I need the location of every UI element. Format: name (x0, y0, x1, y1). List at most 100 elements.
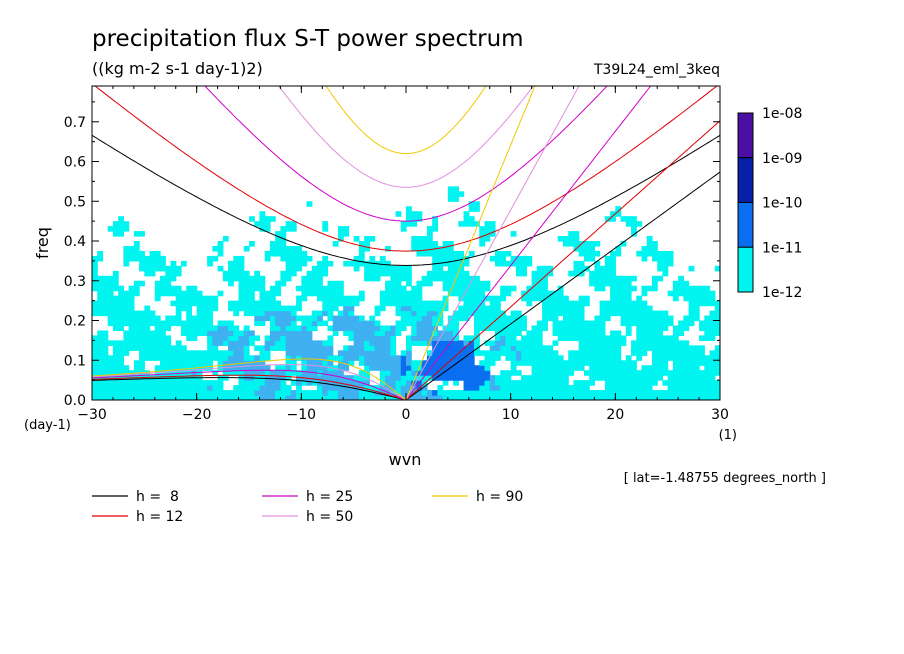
power-cell (285, 395, 292, 400)
power-cell (468, 300, 475, 307)
power-cell (589, 245, 595, 252)
power-cell (672, 295, 679, 302)
power-cell (426, 370, 433, 376)
x-tick-label: 20 (606, 407, 624, 423)
power-cell (494, 390, 501, 396)
power-cell (604, 265, 611, 272)
power-cell (426, 325, 433, 332)
power-cell (615, 370, 622, 376)
power-cell (285, 325, 292, 332)
power-cell (149, 260, 156, 267)
power-cell (479, 375, 486, 381)
power-cell (306, 345, 313, 351)
power-cell (432, 355, 438, 361)
power-cell (547, 345, 554, 351)
power-cell (280, 270, 287, 277)
power-cell (296, 350, 302, 356)
power-cell (557, 365, 564, 371)
power-cell (510, 255, 517, 262)
power-cell (442, 345, 449, 351)
power-cell (317, 355, 323, 361)
power-cell (311, 375, 318, 381)
power-cell (442, 280, 449, 287)
power-cell (301, 365, 308, 371)
power-cell (201, 320, 208, 327)
power-cell (447, 330, 454, 337)
power-cell (144, 350, 151, 356)
x-axis-label: wvn (389, 450, 422, 469)
power-cell (557, 330, 564, 337)
power-cell (442, 241, 449, 247)
power-cell (484, 395, 491, 400)
power-cell (672, 335, 679, 341)
power-cell (280, 395, 287, 400)
power-cell (453, 325, 459, 332)
power-cell (521, 255, 527, 262)
power-cell (453, 340, 459, 346)
power-cell (337, 295, 344, 302)
power-cell (688, 370, 695, 376)
power-cell (390, 270, 397, 277)
power-cell (353, 385, 360, 391)
power-cell (625, 320, 632, 327)
power-cell (379, 290, 386, 297)
power-cell (515, 355, 522, 361)
power-cell (704, 355, 711, 361)
power-cell (411, 305, 418, 312)
power-cell (594, 260, 601, 267)
power-cell (144, 375, 151, 381)
power-cell (625, 290, 632, 297)
power-cell (243, 285, 250, 292)
power-cell (610, 260, 616, 267)
power-cell (353, 295, 360, 302)
power-cell (201, 315, 208, 322)
power-cell (217, 320, 224, 327)
power-cell (322, 305, 329, 312)
power-cell (426, 355, 433, 361)
power-cell (578, 365, 585, 371)
power-cell (343, 295, 350, 302)
power-cell (432, 216, 438, 222)
power-cell (186, 380, 193, 386)
power-cell (269, 285, 276, 292)
power-cell (337, 395, 344, 400)
power-cell (599, 335, 606, 341)
power-cell (160, 370, 166, 376)
power-cell (604, 216, 611, 222)
power-cell (406, 206, 412, 212)
power-cell (165, 265, 172, 272)
power-cell (432, 300, 438, 307)
power-cell (233, 255, 240, 262)
power-cell (447, 345, 454, 351)
power-cell (568, 310, 575, 317)
power-cell (233, 390, 240, 396)
power-cell (578, 335, 585, 341)
power-cell (489, 226, 496, 232)
power-cell (437, 370, 444, 376)
power-cell (296, 245, 302, 252)
power-cell (196, 380, 203, 386)
power-cell (646, 315, 653, 322)
power-cell (636, 375, 643, 381)
power-cell (416, 330, 423, 337)
power-cell (180, 380, 187, 386)
power-cell (714, 385, 720, 391)
power-cell (165, 280, 172, 287)
power-cell (364, 350, 370, 356)
power-cell (165, 285, 172, 292)
power-cell (311, 340, 318, 346)
power-cell (290, 380, 297, 386)
power-cell (631, 275, 637, 282)
power-cell (604, 360, 611, 366)
power-cell (442, 350, 449, 356)
power-cell (249, 335, 255, 341)
power-cell (249, 241, 255, 247)
power-cell (269, 370, 276, 376)
power-cell (139, 340, 145, 346)
power-cell (128, 245, 135, 252)
power-cell (149, 310, 156, 317)
power-cell (395, 390, 402, 396)
power-cell (301, 280, 308, 287)
